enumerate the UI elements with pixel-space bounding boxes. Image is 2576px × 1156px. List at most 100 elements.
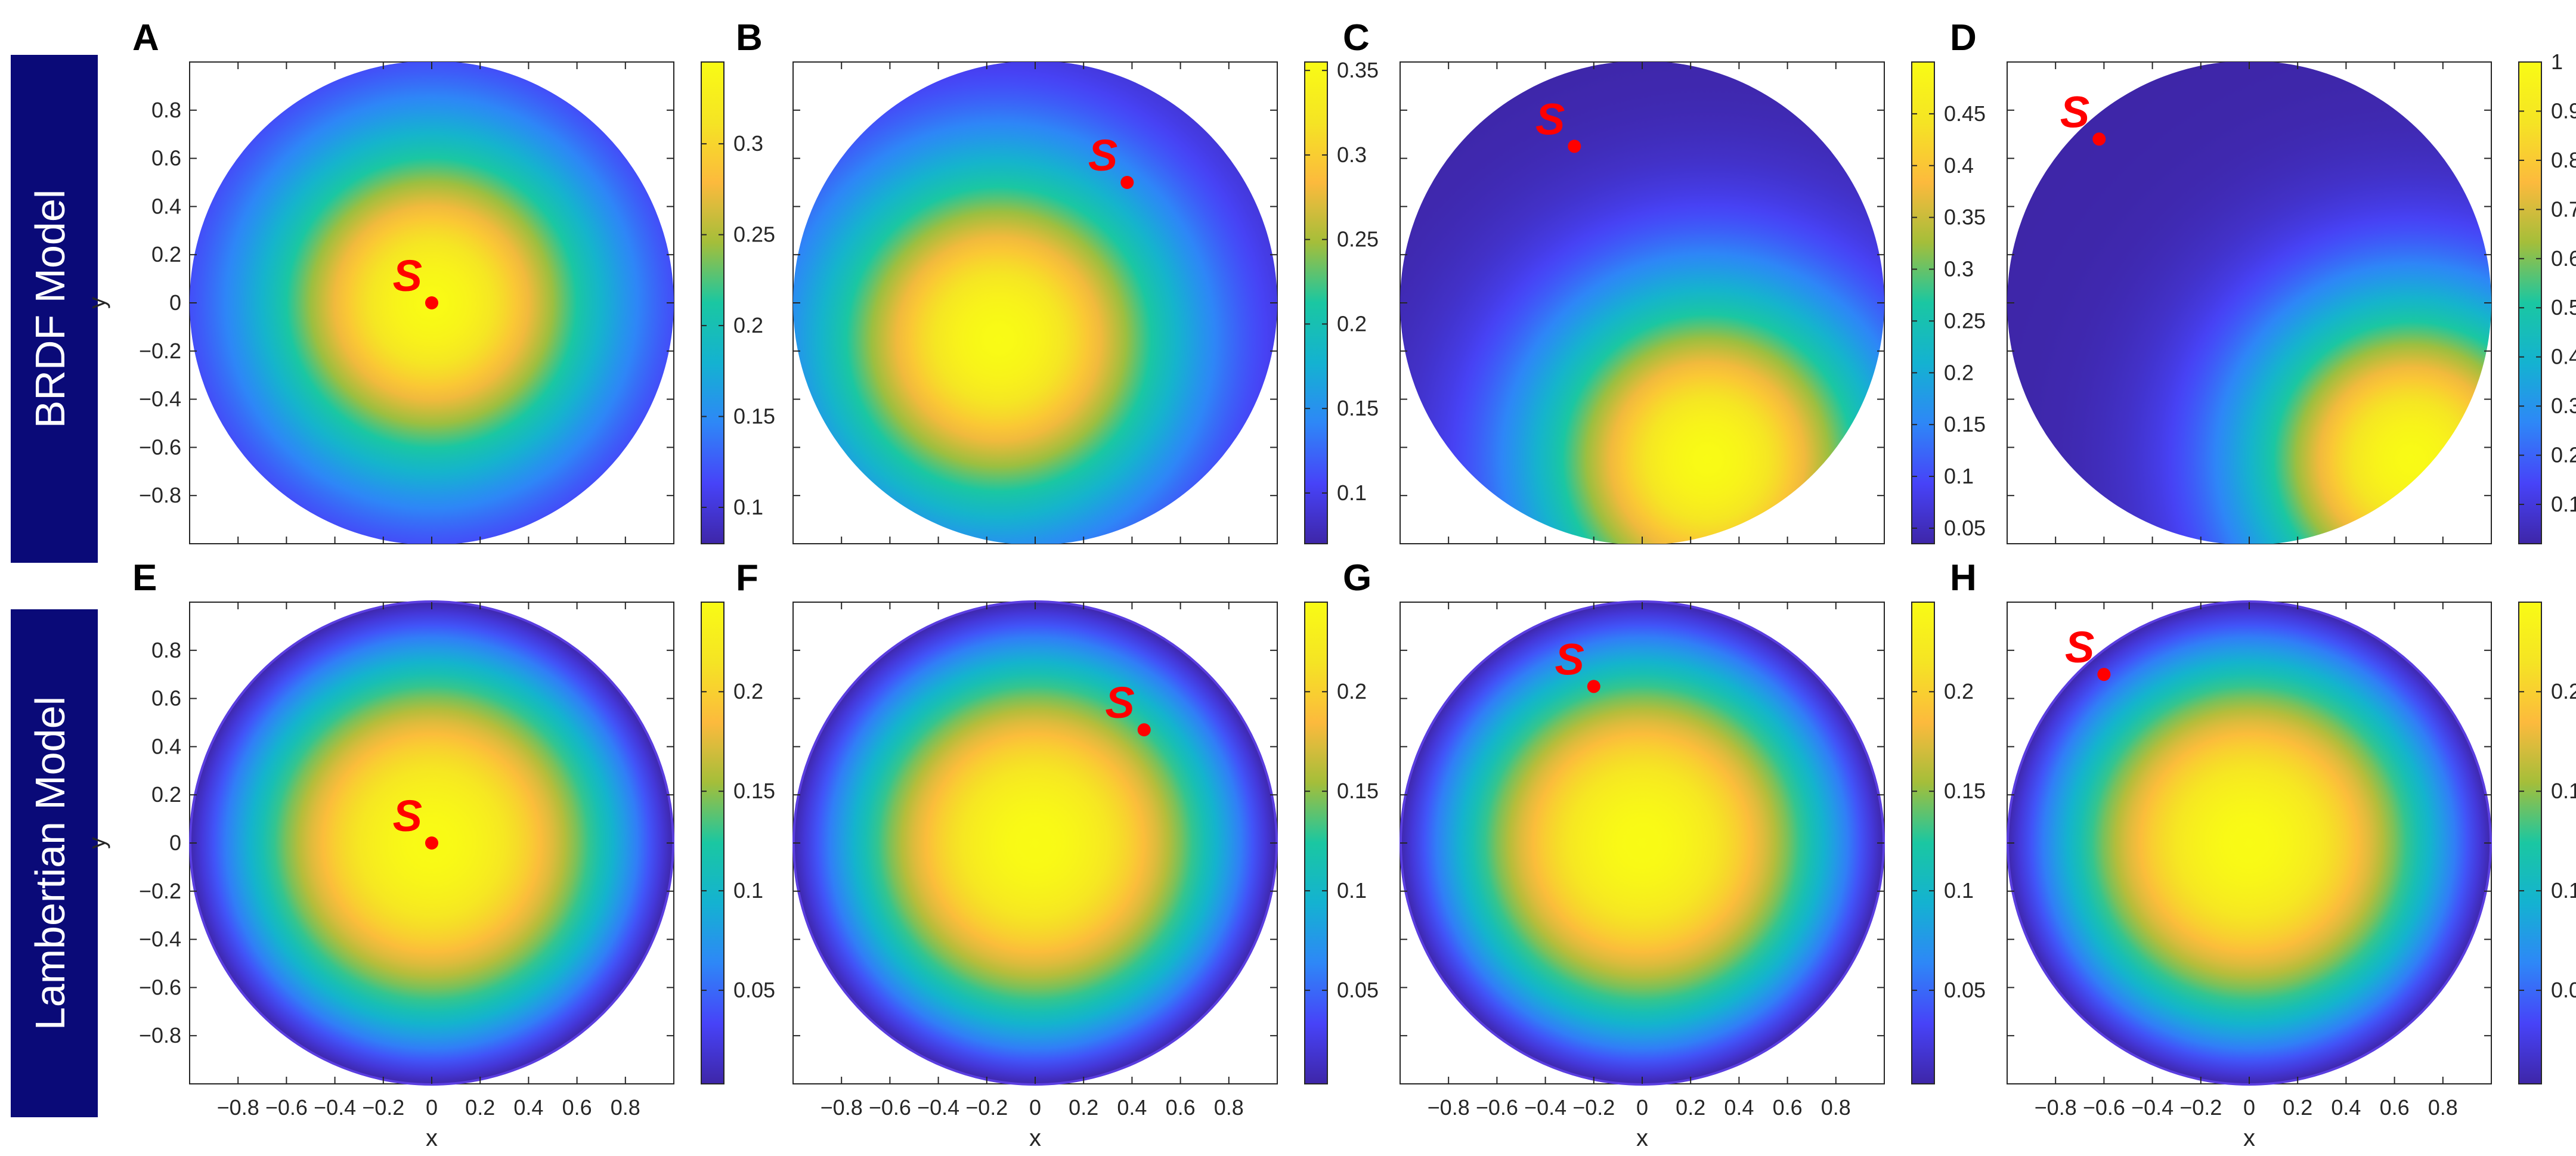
colorbar (1911, 602, 1935, 1084)
colorbar-tick-label: 0.1 (1944, 878, 1974, 903)
colorbar-tick-label: 0.2 (1944, 679, 1974, 703)
x-tick-label: −0.8 (821, 1095, 863, 1120)
x-tick-label: −0.8 (1428, 1095, 1470, 1120)
source-label: S (1535, 94, 1565, 144)
x-tick-label: −0.4 (314, 1095, 356, 1120)
x-tick-label: 0.4 (2331, 1095, 2361, 1120)
colorbar (1304, 61, 1328, 544)
colorbar-tick-label: 0.1 (2551, 492, 2576, 516)
x-tick-label: 0.2 (1676, 1095, 1705, 1120)
x-tick-label: 0.6 (1166, 1095, 1196, 1120)
y-tick-label: 0 (169, 830, 181, 855)
x-tick-label: −0.6 (265, 1095, 308, 1120)
x-tick-label: −0.4 (917, 1095, 959, 1120)
colorbar-tick-label: 0.1 (733, 495, 763, 519)
colorbar-tick-label: 0.2 (2551, 679, 2576, 703)
source-label: S (1105, 678, 1134, 727)
x-tick-label: 0.8 (611, 1095, 640, 1120)
source-marker (2097, 668, 2111, 681)
panel-letter: G (1343, 557, 1371, 599)
heatmap-disc (1400, 62, 1884, 544)
row-label-box (11, 609, 98, 1117)
x-tick-label: −0.6 (2083, 1095, 2125, 1120)
x-tick-label: −0.2 (965, 1095, 1008, 1120)
panel-letter: B (736, 17, 763, 58)
x-tick-label: 0.4 (1117, 1095, 1147, 1120)
panel-letter: H (1950, 557, 1977, 599)
source-label: S (393, 791, 422, 841)
x-tick-label: 0.4 (513, 1095, 543, 1120)
y-tick-label: −0.8 (139, 483, 181, 507)
colorbar-tick-label: 0.05 (733, 978, 775, 1002)
x-tick-label: −0.8 (2035, 1095, 2077, 1120)
colorbar-tick-label: 0.3 (2551, 393, 2576, 418)
colorbar (701, 602, 724, 1084)
colorbar-tick-label: 0.2 (2551, 443, 2576, 467)
colorbar-tick-label: 0.1 (2551, 878, 2576, 903)
colorbar-tick-label: 0.3 (1944, 257, 1974, 281)
x-tick-label: 0.8 (2428, 1095, 2458, 1120)
colorbar-tick-label: 0.05 (1944, 516, 1986, 540)
x-tick-label: 0 (1029, 1095, 1041, 1120)
y-tick-label: 0.4 (151, 734, 181, 758)
x-axis-label: x (1636, 1125, 1648, 1151)
colorbar-tick-label: 0.2 (1337, 311, 1367, 336)
colorbar-tick-label: 0.15 (1944, 779, 1986, 803)
panel-h: −0.8−0.6−0.4−0.2 0 0.2 0.4 0.6 0.8 x H S 0.05 0.1 0… (1950, 557, 2576, 1151)
colorbar-tick-label: 0.35 (1337, 58, 1379, 82)
colorbar (701, 61, 724, 544)
colorbar-tick-label: 0.1 (1944, 464, 1974, 488)
colorbar-tick-label: 0.35 (1944, 205, 1986, 230)
panel-e: −0.8 −0.6 −0.4 −0.2 0 0.2 0.4 0.6 0.8−0.8−0.6−0.… (84, 557, 775, 1151)
colorbar-tick-label: 0.25 (1337, 227, 1379, 252)
x-tick-label: −0.2 (362, 1095, 404, 1120)
colorbar-tick-label: 0.2 (733, 679, 763, 703)
colorbar-tick-label: 0.3 (733, 131, 763, 156)
colorbar-tick-label: 0.3 (1337, 142, 1367, 167)
row-label-brdf: BRDF Model (11, 55, 98, 563)
colorbar-tick-label: 0.1 (1337, 481, 1367, 505)
y-tick-label: −0.8 (139, 1023, 181, 1047)
colorbar-tick-label: 0.15 (733, 404, 775, 429)
colorbar-tick-label: 0.15 (1944, 412, 1986, 436)
x-tick-label: 0.2 (465, 1095, 495, 1120)
heatmap-disc (2007, 602, 2491, 1084)
panel-letter: E (132, 557, 157, 599)
panel-letter: A (132, 17, 159, 58)
x-tick-label: 0.6 (1773, 1095, 1803, 1120)
y-tick-label: 0.8 (151, 638, 181, 662)
y-tick-label: −0.6 (139, 435, 181, 459)
source-label: S (2065, 622, 2094, 672)
x-axis-label: x (426, 1125, 438, 1151)
x-axis-label: x (2243, 1125, 2255, 1151)
source-label: S (1088, 131, 1117, 180)
colorbar (2518, 61, 2542, 544)
source-label: S (1555, 634, 1584, 684)
source-marker (1587, 680, 1600, 693)
panel-f: −0.8 −0.6 −0.4 −0.2 0 0.2 0.4 0.6 0.8 x F S 0.05 0.1 0… (736, 557, 1379, 1151)
heatmap-disc (1400, 602, 1884, 1084)
y-axis-label: y (84, 837, 110, 849)
row-label-lambertian: Lambertian Model (11, 609, 98, 1117)
y-tick-label: 0 (169, 290, 181, 315)
colorbar-tick-label: 0.15 (1337, 779, 1379, 803)
x-tick-label: 0.6 (562, 1095, 592, 1120)
row-label-box (11, 55, 98, 563)
x-tick-label: 0.6 (2380, 1095, 2410, 1120)
colorbar-tick-label: 0.15 (1337, 396, 1379, 420)
panel-g: −0.8 −0.6 −0.4 −0.2 0 0.2 0.4 0.6 0.8 x G S 0.05 0.1 0… (1343, 557, 1986, 1151)
panel-letter: D (1950, 17, 1977, 58)
panel-b: B S 0.1 0.15 0.2 0.25 0.3 0.35 (736, 17, 1379, 544)
y-tick-label: −0.4 (139, 387, 181, 411)
y-tick-label: −0.4 (139, 927, 181, 952)
colorbar-tick-label: 0.6 (2551, 246, 2576, 271)
x-tick-label: 0 (426, 1095, 438, 1120)
colorbar-tick-label: 0.1 (1337, 878, 1367, 903)
colorbar-tick-label: 0.05 (1337, 978, 1379, 1002)
x-tick-label: −0.2 (1572, 1095, 1615, 1120)
x-tick-label: 0.8 (1821, 1095, 1851, 1120)
y-axis-label: y (84, 297, 110, 309)
heatmap-disc (793, 602, 1277, 1084)
colorbar-tick-label: 0.5 (2551, 295, 2576, 320)
colorbar-tick-label: 0.2 (1944, 360, 1974, 385)
